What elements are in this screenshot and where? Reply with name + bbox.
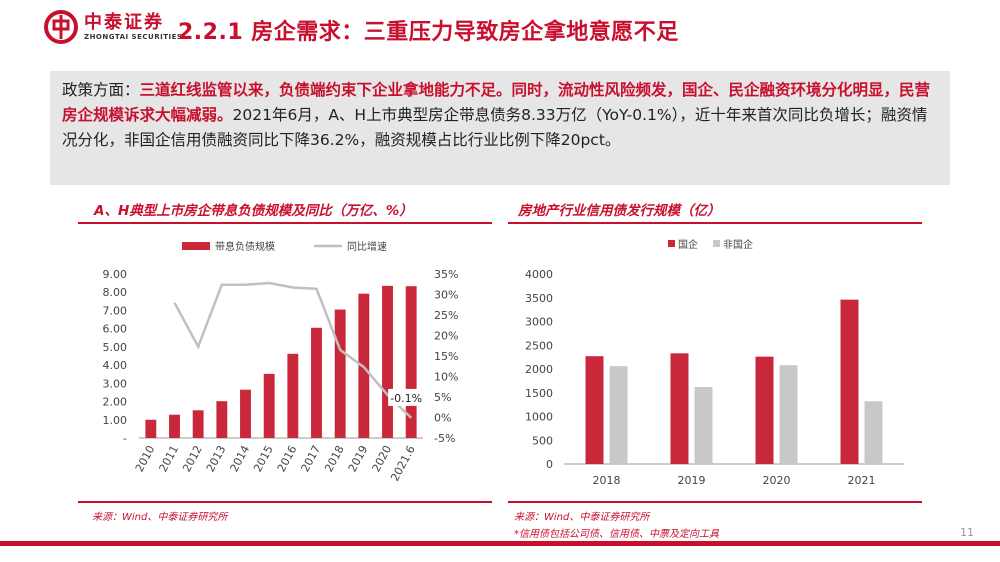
bar-debt xyxy=(405,286,417,438)
y-tick-label: 3000 xyxy=(525,316,553,329)
bar-debt xyxy=(169,414,180,438)
x-tick-label: 2013 xyxy=(204,443,229,474)
summary-rest: 2021年6月，A、H上市典型房企带息债务8.33万亿（YoY-0.1%），近十… xyxy=(62,106,928,149)
y-tick-label: 1000 xyxy=(525,411,553,424)
y-right-tick-label: 0% xyxy=(434,412,451,425)
bar-non-soe xyxy=(779,365,798,464)
chart-right-title-underline xyxy=(508,222,922,224)
chart-left-title-underline xyxy=(78,222,492,224)
bar-non-soe xyxy=(694,387,713,464)
x-tick-label: 2014 xyxy=(228,443,253,474)
chart-left-source: 来源：Wind、中泰证券研究所 xyxy=(92,512,228,523)
legend-label-debt: 带息负债规模 xyxy=(215,240,275,253)
y-tick-label: 1500 xyxy=(525,387,553,400)
legend-label-soe: 国企 xyxy=(678,238,698,251)
x-tick-label: 2016 xyxy=(275,443,300,474)
chart-right-source: 来源：Wind、中泰证券研究所 xyxy=(514,512,650,523)
bar-debt xyxy=(192,410,204,438)
y-left-tick-label: 2.00 xyxy=(103,396,128,409)
y-tick-label: 2000 xyxy=(525,363,553,376)
bar-soe xyxy=(670,353,689,464)
bar-debt xyxy=(311,327,322,438)
y-left-tick-label: 6.00 xyxy=(103,323,128,336)
x-tick-label: 2010 xyxy=(133,443,158,474)
y-left-tick-label: 1.00 xyxy=(103,414,128,427)
x-tick-label: 2018 xyxy=(593,474,621,487)
legend-swatch-debt xyxy=(182,242,210,250)
bar-debt xyxy=(240,389,251,438)
y-right-tick-label: 35% xyxy=(434,268,458,281)
summary-box: 政策方面：三道红线监管以来，负债端约束下企业拿地能力不足。同时，流动性风险频发，… xyxy=(50,71,950,185)
bar-debt xyxy=(216,401,228,438)
legend-swatch-non-soe xyxy=(713,240,720,247)
bar-soe xyxy=(755,356,774,464)
x-tick-label: 2012 xyxy=(180,443,205,474)
line-yoy xyxy=(173,281,413,419)
bar-non-soe xyxy=(864,401,883,464)
x-tick-label: 2019 xyxy=(678,474,706,487)
y-right-tick-label: 5% xyxy=(434,391,451,404)
y-right-tick-label: -5% xyxy=(434,432,455,445)
page-title: 2.2.1 房企需求：三重压力导致房企拿地意愿不足 xyxy=(178,20,679,45)
x-tick-label: 2021 xyxy=(848,474,876,487)
x-tick-label: 2011 xyxy=(157,443,182,474)
legend-label-yoy: 同比增速 xyxy=(347,240,387,253)
bar-soe xyxy=(840,299,859,464)
summary-prefix: 政策方面： xyxy=(62,81,140,99)
y-tick-label: 3500 xyxy=(525,292,553,305)
y-tick-label: 500 xyxy=(532,434,553,447)
chart-left: 带息负债规模 同比增速 - 1.00 2.00 3.00 4.00 5.00 6.00 7.00 8… xyxy=(103,240,459,483)
chart-left-bottom-line xyxy=(78,501,492,503)
y-tick-label: 0 xyxy=(546,458,553,471)
x-tick-label: 2018 xyxy=(322,443,347,474)
y-right-tick-label: 20% xyxy=(434,330,458,343)
logo-name-cn: 中泰证券 xyxy=(84,11,164,33)
company-logo: 中泰证券 ZHONGTAI SECURITIES xyxy=(44,10,182,44)
y-right-tick-label: 10% xyxy=(434,371,458,384)
y-left-tick-label: 5.00 xyxy=(103,341,128,354)
x-tick-label: 2020 xyxy=(763,474,791,487)
x-tick-label: 2020 xyxy=(370,443,395,474)
logo-icon xyxy=(44,10,78,44)
y-tick-label: 2500 xyxy=(525,339,553,352)
bar-debt xyxy=(382,285,393,438)
legend-label-non-soe: 非国企 xyxy=(723,238,753,251)
y-left-tick-label: 8.00 xyxy=(103,286,128,299)
logo-name-en: ZHONGTAI SECURITIES xyxy=(84,32,183,41)
y-left-tick-label: - xyxy=(123,432,127,445)
bar-debt xyxy=(263,373,275,438)
x-tick-label: 2015 xyxy=(251,443,276,474)
chart-left-title: A、H典型上市房企带息负债规模及同比（万亿、%） xyxy=(94,203,413,219)
y-left-tick-label: 4.00 xyxy=(103,359,128,372)
y-left-tick-label: 9.00 xyxy=(103,268,128,281)
summary-highlight: 三道红线监管以来，负债端约束下企业拿地能力不足。同时，流动性风险频发，国企、民企… xyxy=(62,81,931,124)
y-right-tick-label: 15% xyxy=(434,350,458,363)
x-tick-label: 2019 xyxy=(346,443,371,474)
chart-right: 国企 非国企 0 500 1000 1500 2000 2500 3000 3500 4000 201… xyxy=(525,238,904,487)
x-tick-label: 2017 xyxy=(299,443,324,474)
page-number: 11 xyxy=(960,526,974,539)
bar-soe xyxy=(585,356,604,464)
y-tick-label: 4000 xyxy=(525,268,553,281)
chart-right-bottom-line xyxy=(508,501,922,503)
footer-rule xyxy=(0,541,1000,546)
bar-debt xyxy=(334,309,346,438)
annotation-label: -0.1% xyxy=(390,392,422,405)
chart-right-footnote: *信用债包括公司债、信用债、中票及定向工具 xyxy=(514,529,719,540)
chart-right-title: 房地产行业信用债发行规模（亿） xyxy=(518,203,721,219)
y-right-tick-label: 30% xyxy=(434,289,458,302)
y-right-tick-label: 25% xyxy=(434,309,458,322)
bar-debt xyxy=(145,419,157,438)
annotation-box xyxy=(388,388,425,406)
legend-swatch-soe xyxy=(668,240,675,247)
bar-non-soe xyxy=(609,366,628,464)
bar-debt xyxy=(287,353,299,438)
y-left-tick-label: 7.00 xyxy=(103,304,128,317)
y-left-tick-label: 3.00 xyxy=(103,377,128,390)
